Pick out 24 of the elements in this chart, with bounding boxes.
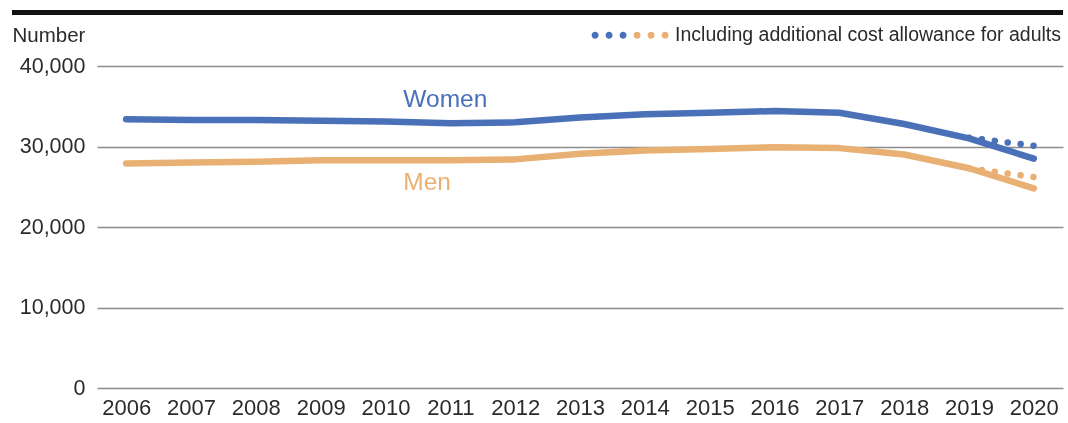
series-label: Men [403, 168, 452, 196]
x-tick-label: 2011 [427, 394, 475, 420]
x-tick-label: 2014 [620, 394, 670, 420]
x-tick-label: 2018 [880, 394, 930, 420]
y-tick-label: 0 [73, 375, 86, 400]
x-tick-label: 2006 [102, 394, 152, 420]
x-tick-label: 2015 [685, 394, 735, 420]
y-tick-label: 30,000 [19, 134, 86, 158]
x-tick-label: 2016 [750, 394, 800, 420]
x-tick-label: 2020 [1009, 394, 1059, 420]
y-axis-title: Number [12, 22, 86, 46]
y-tick-label: 10,000 [19, 295, 86, 319]
x-tick-label: 2012 [491, 394, 541, 420]
x-tick-label: 2010 [361, 394, 411, 420]
y-tick-label: 40,000 [19, 53, 86, 78]
x-tick-label: 2009 [296, 394, 346, 420]
series-label: Women [403, 85, 488, 113]
x-tick-label: 2007 [167, 394, 216, 420]
x-tick-label: 2008 [231, 394, 281, 420]
x-tick-label: 2013 [556, 394, 605, 420]
x-tick-label: 2017 [815, 394, 865, 420]
legend-label: Including additional cost allowance for adults [675, 23, 1062, 46]
y-tick-label: 20,000 [19, 214, 86, 239]
x-tick-label: 2019 [945, 394, 994, 420]
